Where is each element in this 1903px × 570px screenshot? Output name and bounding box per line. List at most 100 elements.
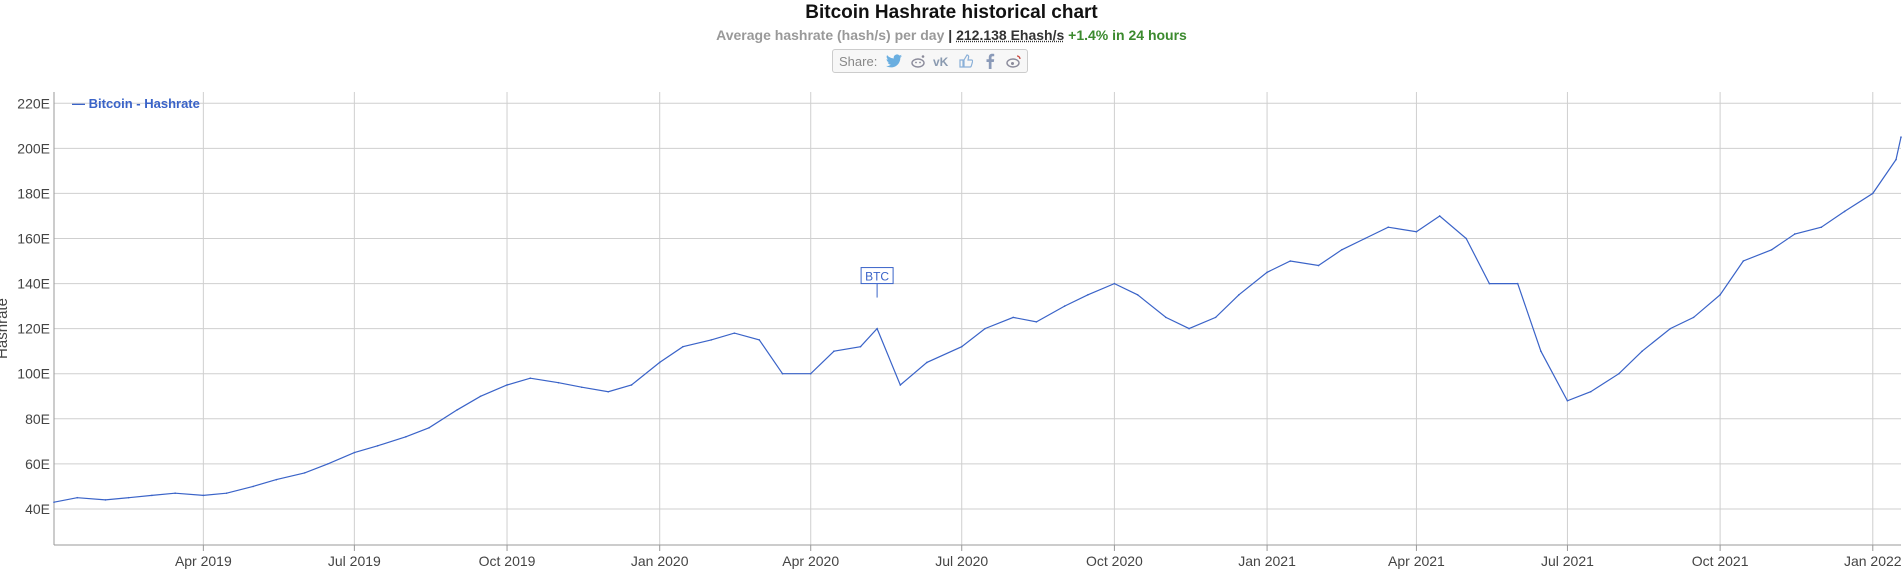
data-point bbox=[1087, 294, 1089, 296]
chart-legend[interactable]: — Bitcoin - Hashrate bbox=[72, 96, 200, 111]
subtitle-prefix: Average hashrate (hash/s) per day bbox=[716, 27, 945, 43]
data-point bbox=[428, 427, 430, 429]
data-point bbox=[127, 496, 130, 499]
svg-text:vK: vK bbox=[933, 55, 949, 67]
data-point bbox=[353, 451, 356, 454]
data-point bbox=[1465, 237, 1468, 240]
data-point bbox=[151, 494, 153, 497]
x-tick-label: Apr 2020 bbox=[782, 553, 839, 569]
data-point bbox=[252, 485, 254, 488]
data-point bbox=[1488, 282, 1491, 285]
data-point bbox=[1871, 192, 1874, 195]
y-tick-label: 180E bbox=[17, 185, 50, 201]
data-point bbox=[1415, 230, 1418, 233]
data-point bbox=[876, 327, 878, 330]
reddit-icon[interactable] bbox=[909, 52, 927, 70]
data-point bbox=[1566, 399, 1569, 402]
data-point bbox=[984, 327, 986, 330]
x-tick-label: Jul 2019 bbox=[328, 553, 381, 569]
data-point bbox=[733, 332, 736, 334]
data-point bbox=[174, 492, 176, 494]
data-point bbox=[899, 384, 902, 386]
data-point bbox=[1289, 260, 1292, 262]
data-point bbox=[607, 390, 610, 393]
data-point bbox=[1618, 372, 1620, 375]
data-point bbox=[1266, 271, 1268, 274]
data-point bbox=[758, 339, 761, 341]
data-point bbox=[682, 345, 684, 348]
data-point bbox=[405, 436, 407, 438]
hashrate-change: +1.4% in 24 hours bbox=[1068, 27, 1187, 43]
x-tick-label: Jan 2020 bbox=[631, 553, 689, 569]
y-tick-label: 60E bbox=[25, 456, 50, 472]
y-tick-label: 120E bbox=[17, 321, 50, 337]
data-point bbox=[1035, 321, 1038, 323]
data-point bbox=[580, 386, 583, 389]
data-point bbox=[1900, 136, 1902, 138]
data-point bbox=[1540, 350, 1542, 352]
x-tick-label: Jan 2021 bbox=[1238, 553, 1296, 569]
data-point bbox=[1012, 316, 1014, 319]
data-point bbox=[1770, 248, 1773, 251]
x-tick-label: Oct 2021 bbox=[1692, 553, 1749, 569]
data-point bbox=[960, 345, 963, 348]
data-point bbox=[710, 339, 712, 341]
x-tick-label: Jan 2022 bbox=[1844, 553, 1902, 569]
data-point bbox=[557, 381, 560, 384]
x-tick-label: Apr 2021 bbox=[1388, 553, 1445, 569]
data-point bbox=[658, 361, 661, 364]
x-tick-label: Jul 2021 bbox=[1541, 553, 1594, 569]
data-point bbox=[1136, 294, 1139, 296]
data-point bbox=[202, 494, 205, 497]
data-point bbox=[303, 472, 306, 474]
data-point bbox=[809, 372, 812, 375]
y-tick-label: 80E bbox=[25, 411, 50, 427]
data-point bbox=[1820, 226, 1823, 229]
data-point bbox=[1516, 282, 1519, 285]
legend-entry-hashrate[interactable]: — Bitcoin - Hashrate bbox=[72, 96, 200, 111]
twitter-icon[interactable] bbox=[885, 52, 903, 70]
x-tick-label: Oct 2019 bbox=[479, 553, 536, 569]
annotation-btc: BTC bbox=[865, 270, 889, 284]
data-point bbox=[1589, 390, 1592, 393]
data-point bbox=[275, 478, 278, 481]
x-tick-label: Apr 2019 bbox=[175, 553, 232, 569]
y-tick-label: 200E bbox=[17, 140, 50, 156]
current-hashrate-value[interactable]: 212.138 Ehash/s bbox=[956, 27, 1065, 43]
data-point bbox=[506, 384, 508, 386]
annotation-box bbox=[860, 267, 894, 285]
chart-title: Bitcoin Hashrate historical chart bbox=[805, 2, 1098, 23]
data-point bbox=[1165, 316, 1167, 319]
x-tick-label: Oct 2020 bbox=[1086, 553, 1143, 569]
share-label: Share: bbox=[839, 53, 878, 69]
data-point bbox=[1438, 215, 1441, 217]
data-point bbox=[1113, 282, 1116, 285]
data-point bbox=[1214, 316, 1217, 319]
data-point bbox=[630, 384, 633, 386]
series-line-hashrate bbox=[53, 136, 1902, 503]
share-bar: Share: vK bbox=[832, 49, 1029, 73]
data-point bbox=[1364, 237, 1366, 240]
data-point bbox=[1188, 327, 1190, 330]
data-point bbox=[1387, 226, 1390, 229]
facebook-icon[interactable] bbox=[981, 52, 999, 70]
data-point bbox=[781, 372, 784, 375]
vk-icon[interactable]: vK bbox=[933, 52, 951, 70]
data-point bbox=[1793, 233, 1796, 235]
data-point bbox=[926, 361, 928, 364]
data-point bbox=[529, 377, 532, 380]
weibo-icon[interactable] bbox=[1005, 52, 1023, 70]
data-point bbox=[327, 463, 329, 465]
data-point bbox=[225, 492, 228, 494]
data-point bbox=[1843, 210, 1846, 213]
like-icon[interactable] bbox=[957, 52, 975, 70]
data-point bbox=[1238, 294, 1240, 296]
data-point bbox=[1692, 316, 1695, 319]
data-point bbox=[376, 445, 379, 447]
data-point bbox=[1317, 264, 1320, 267]
y-tick-label: 140E bbox=[17, 276, 50, 292]
y-tick-label: 220E bbox=[17, 95, 50, 111]
subtitle-separator: | bbox=[944, 27, 957, 43]
y-axis-label: Hashrate bbox=[0, 298, 11, 359]
